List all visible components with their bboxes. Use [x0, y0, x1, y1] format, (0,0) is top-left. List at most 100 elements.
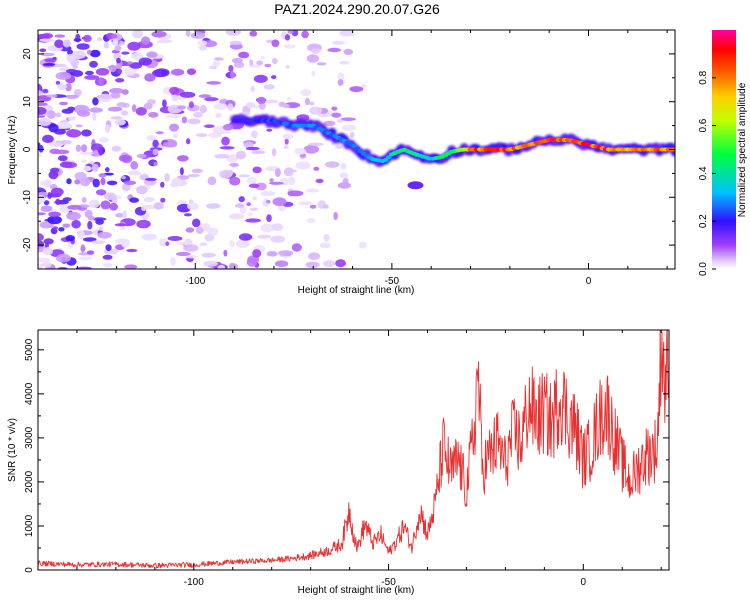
spectrogram-noise-blob	[41, 33, 53, 39]
spectrogram-noise-blob	[81, 129, 92, 137]
bottom-y-axis-label: SNR (10 * v/v)	[7, 418, 18, 482]
bottom-x-tick-label: -50	[381, 577, 396, 588]
spectrogram-noise-blob	[114, 223, 126, 227]
spectrogram-noise-blob	[249, 207, 259, 211]
spectrogram-noise-blob	[156, 39, 173, 44]
spectrogram-noise-blob	[87, 220, 93, 230]
spectrogram-noise-blob	[217, 264, 226, 269]
spectrogram-noise-blob	[57, 83, 67, 90]
spectrogram-noise-blob	[42, 62, 56, 66]
spectrogram-noise-blob	[229, 162, 239, 167]
top-x-tick-label: -100	[185, 276, 205, 287]
spectrogram-noise-blob	[139, 220, 147, 227]
top-y-tick-label: 10	[22, 96, 33, 108]
spectrogram-noise-blob	[111, 145, 122, 152]
spectrogram-noise-blob	[97, 37, 103, 41]
spectrogram-noise-blob	[67, 204, 82, 210]
bottom-x-tick-label: 0	[581, 577, 587, 588]
spectrogram-noise-blob	[284, 138, 289, 145]
spectrogram-noise-blob	[115, 213, 125, 218]
spectrogram-noise-blob	[85, 70, 94, 76]
spectrogram-noise-blob	[192, 218, 201, 228]
spectrogram-noise-blob	[198, 45, 208, 51]
colorbar-ticks: 0.0 0.2 0.4 0.6 0.8	[698, 70, 716, 276]
spectrogram-noise-blob	[266, 128, 273, 132]
spectrogram-noise-blob	[59, 204, 70, 213]
spectrogram-noise-blob	[339, 30, 355, 37]
spectrogram-noise-blob	[89, 49, 101, 58]
spectrogram-noise-blob	[201, 252, 217, 258]
spectrogram-noise-blob	[79, 177, 91, 187]
spectrogram-noise-blob	[247, 177, 257, 185]
spectrogram-noise-blob	[305, 261, 320, 268]
spectrogram-noise-blob	[266, 200, 271, 204]
spectrogram-noise-blob	[221, 136, 230, 146]
spectrogram-noise-blob	[86, 49, 92, 55]
spectrogram-noise-blob	[66, 178, 72, 185]
spectrogram-noise-blob	[75, 144, 81, 152]
spectrogram-noise-blob	[152, 148, 159, 156]
spectrogram-noise-blob	[127, 41, 141, 51]
spectrogram-noise-blob	[38, 257, 51, 263]
spectrogram-noise-blob	[109, 202, 118, 211]
spectrogram-noise-blob	[38, 233, 44, 242]
spectrogram-noise-blob	[250, 85, 255, 92]
spectrogram-noise-blob	[42, 134, 54, 143]
spectrogram-noise-blob	[100, 200, 111, 210]
spectrogram-noise-blob	[92, 178, 100, 188]
spectrogram-noise-blob	[238, 233, 253, 241]
spectrogram-noise-blob	[245, 218, 262, 223]
ridge-blob	[407, 181, 424, 190]
spectrogram-noise-blob	[162, 99, 167, 108]
spectrogram-noise-blob	[272, 57, 278, 65]
spectrogram-noise-blob	[251, 130, 258, 139]
bottom-x-tick-label: -100	[184, 577, 204, 588]
spectrogram-noise-blob	[322, 204, 329, 209]
spectrogram-noise-blob	[341, 124, 357, 132]
spectrogram-noise-blob	[229, 40, 242, 46]
spectrogram-noise-blob	[75, 124, 83, 128]
spectrogram-noise-blob	[160, 181, 165, 188]
spectrogram-noise-blob	[310, 48, 321, 54]
ridge-core	[385, 155, 392, 160]
spectrogram-noise-blob	[103, 192, 117, 201]
spectrogram-noise-blob	[225, 30, 241, 36]
spectrogram-noise-blob	[77, 230, 86, 240]
top-y-ticks: 20 10 0 -10 -20	[22, 29, 675, 270]
spectrogram-noise-blob	[80, 244, 85, 253]
spectrogram-noise-blob	[105, 167, 110, 173]
spectrogram-noise-blob	[108, 64, 117, 73]
spectrogram-noise-blob	[204, 97, 219, 102]
colorbar: 0.0 0.2 0.4 0.6 0.8 Normalized spectral ampl…	[698, 30, 748, 276]
spectrogram-noise-blob	[132, 30, 143, 39]
spectrogram-noise-blob	[120, 226, 126, 231]
spectrogram-noise-blob	[185, 227, 195, 233]
spectrogram-noise-blob	[64, 94, 79, 99]
spectrogram-noise-blob	[271, 148, 277, 157]
spectrogram-noise-blob	[98, 137, 109, 143]
spectrogram-panel: -100 -50 0 20 10 0 -10 -20 Height of straight …	[7, 29, 676, 296]
spectrogram-noise-blob	[62, 223, 71, 228]
spectrogram-noise-blob	[179, 91, 196, 98]
spectrogram-noise-blob	[97, 93, 112, 103]
spectrogram-noise-blob	[305, 188, 320, 193]
top-x-ticks: -100 -50 0	[37, 30, 668, 287]
colorbar-tick-label: 0.4	[698, 166, 709, 180]
snr-series-line	[38, 330, 669, 569]
spectrogram-noise-blob	[53, 142, 65, 147]
spectrogram-noise-blob	[260, 55, 266, 60]
snr-panel: -100 -50 0 0 1000 2000 3000 4000 5000 Height of…	[7, 329, 670, 596]
spectrogram-noise-blob	[83, 34, 92, 43]
spectrogram-noise-blob	[98, 77, 104, 86]
spectrogram-noise-blob	[198, 94, 212, 98]
spectrogram-noise-blob	[179, 167, 184, 176]
spectrogram-noise-blob	[124, 180, 137, 185]
spectrogram-noise-blob	[38, 153, 42, 158]
spectrogram-noise-blob	[332, 40, 345, 45]
spectrogram-noise-blob	[38, 83, 42, 91]
spectrogram-noise-blob	[295, 161, 311, 170]
spectrogram-noise-blob	[270, 235, 286, 243]
spectrogram-noise-blob	[114, 45, 122, 52]
spectrogram-noise-blob	[136, 54, 143, 59]
spectrogram-noise-blob	[86, 250, 95, 255]
